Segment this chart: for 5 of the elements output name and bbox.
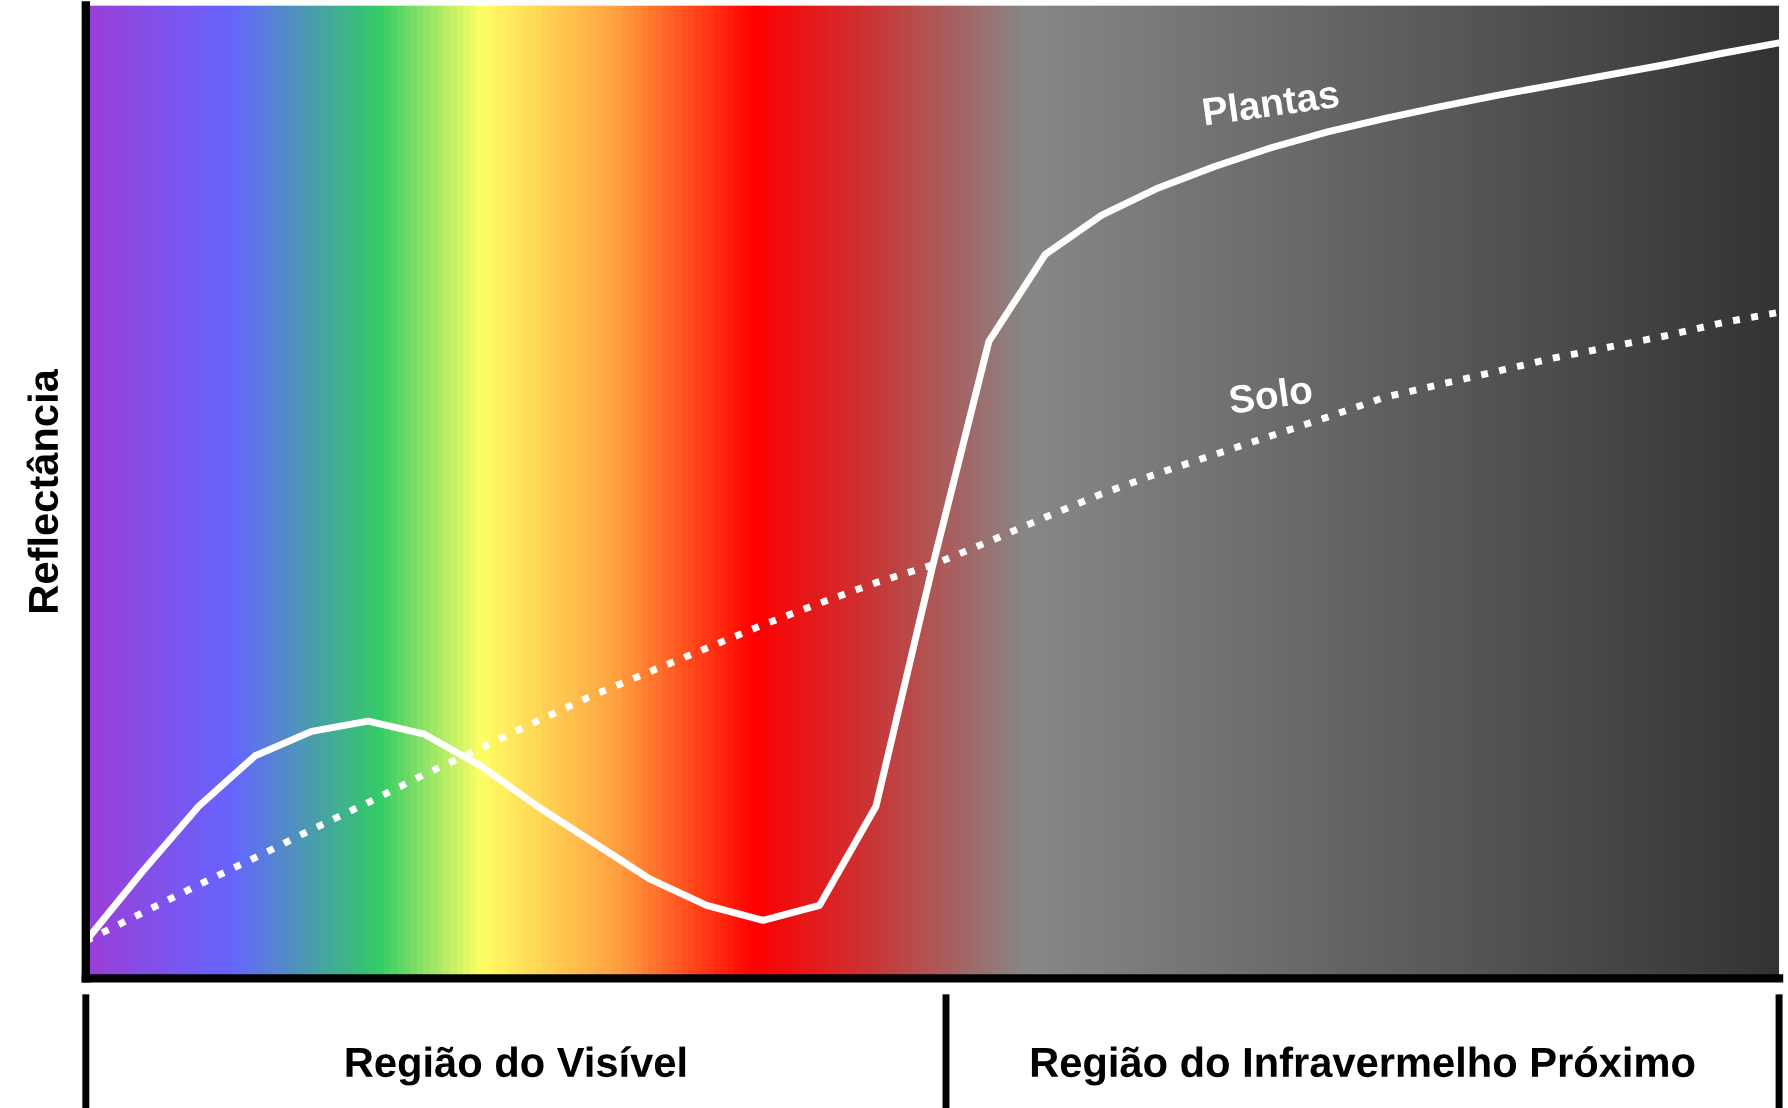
y-axis-title: Reflectância (26, 368, 59, 612)
text: Região do Infravermelho Próximo (1031, 1046, 1695, 1086)
text: Região do Visível (346, 1046, 686, 1086)
text: Solo (1227, 374, 1313, 415)
text: Plantas (1202, 78, 1340, 126)
